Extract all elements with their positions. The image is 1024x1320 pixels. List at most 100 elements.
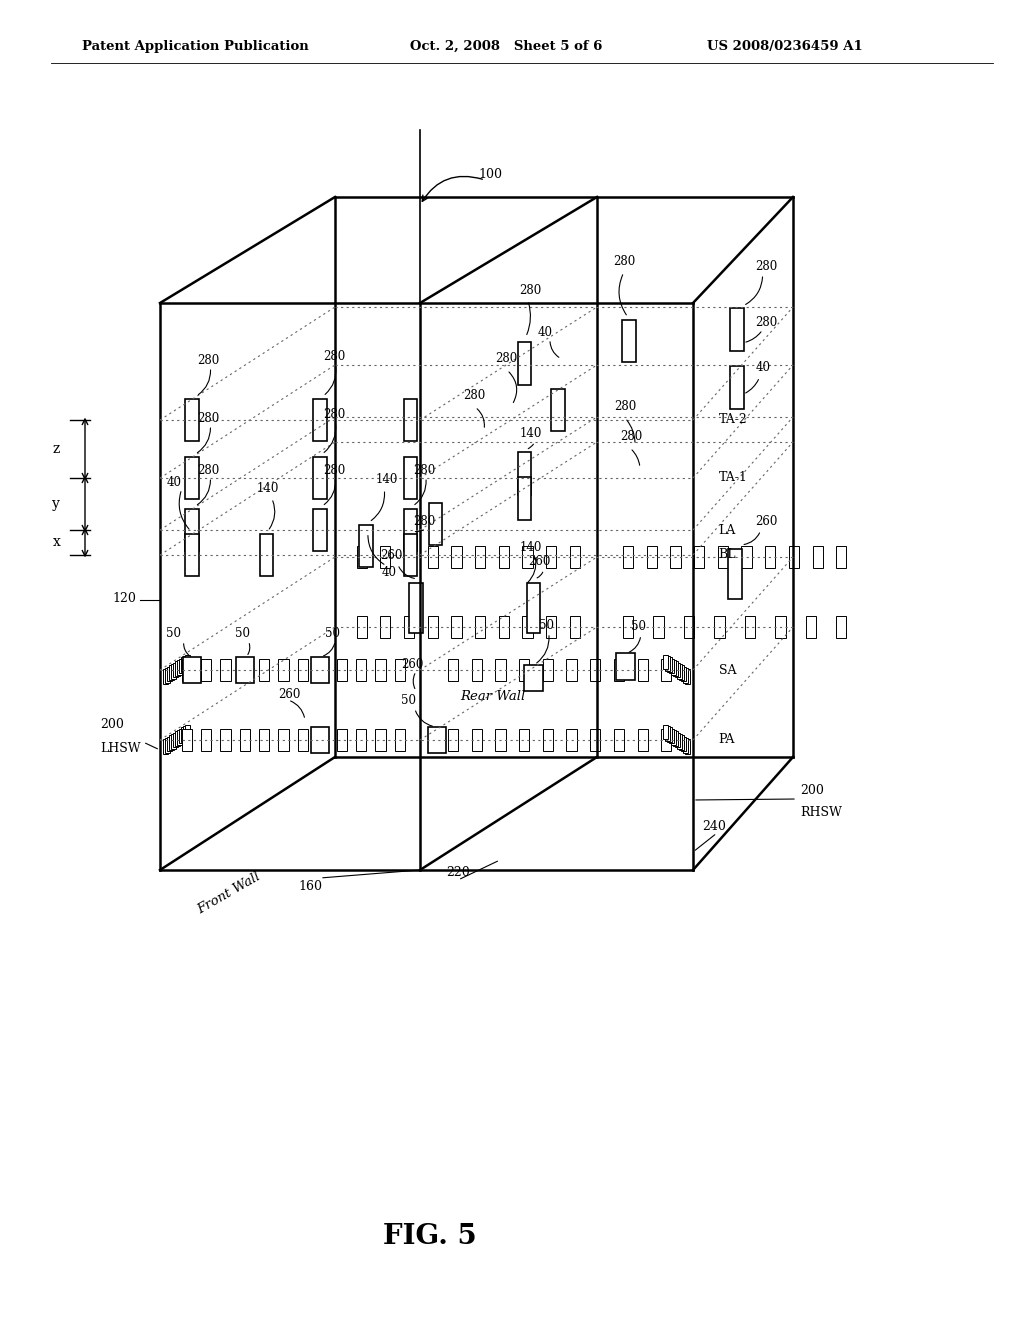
FancyBboxPatch shape <box>566 660 577 681</box>
Text: 280: 280 <box>414 516 436 528</box>
FancyBboxPatch shape <box>185 725 190 739</box>
FancyBboxPatch shape <box>359 525 373 568</box>
Text: 280: 280 <box>519 284 542 297</box>
FancyBboxPatch shape <box>671 730 676 744</box>
FancyBboxPatch shape <box>220 660 230 681</box>
FancyBboxPatch shape <box>730 309 743 351</box>
FancyBboxPatch shape <box>667 727 672 742</box>
Text: 40: 40 <box>381 566 396 579</box>
FancyBboxPatch shape <box>566 730 577 751</box>
FancyBboxPatch shape <box>472 660 482 681</box>
FancyBboxPatch shape <box>638 730 648 751</box>
FancyBboxPatch shape <box>730 367 743 409</box>
FancyBboxPatch shape <box>653 616 664 638</box>
FancyBboxPatch shape <box>179 729 184 743</box>
FancyBboxPatch shape <box>169 735 174 750</box>
FancyBboxPatch shape <box>356 616 367 638</box>
FancyBboxPatch shape <box>543 660 553 681</box>
FancyBboxPatch shape <box>683 738 688 752</box>
FancyBboxPatch shape <box>518 453 531 495</box>
FancyBboxPatch shape <box>173 663 178 677</box>
FancyBboxPatch shape <box>376 730 386 751</box>
FancyBboxPatch shape <box>665 656 670 671</box>
Text: 200: 200 <box>800 784 824 796</box>
Text: Oct. 2, 2008   Sheet 5 of 6: Oct. 2, 2008 Sheet 5 of 6 <box>410 40 602 53</box>
FancyBboxPatch shape <box>181 727 186 742</box>
Text: Rear Wall: Rear Wall <box>460 690 525 704</box>
FancyBboxPatch shape <box>667 657 672 672</box>
Text: 140: 140 <box>256 483 279 495</box>
FancyBboxPatch shape <box>163 739 168 754</box>
FancyBboxPatch shape <box>182 657 201 684</box>
FancyBboxPatch shape <box>519 730 529 751</box>
Text: 260: 260 <box>380 549 402 561</box>
FancyBboxPatch shape <box>201 660 211 681</box>
Text: LA: LA <box>719 524 736 536</box>
FancyBboxPatch shape <box>356 546 367 568</box>
FancyBboxPatch shape <box>167 667 172 681</box>
Text: 280: 280 <box>323 408 345 421</box>
FancyBboxPatch shape <box>259 660 269 681</box>
FancyBboxPatch shape <box>475 546 485 568</box>
FancyBboxPatch shape <box>380 546 390 568</box>
Text: LHSW: LHSW <box>100 742 140 755</box>
FancyBboxPatch shape <box>522 616 532 638</box>
FancyBboxPatch shape <box>543 730 553 751</box>
FancyBboxPatch shape <box>171 734 176 748</box>
Text: 260: 260 <box>278 689 300 701</box>
Text: SA: SA <box>719 664 736 676</box>
FancyBboxPatch shape <box>403 616 414 638</box>
Text: BL: BL <box>719 549 736 561</box>
FancyBboxPatch shape <box>765 546 775 568</box>
FancyBboxPatch shape <box>663 725 668 739</box>
FancyBboxPatch shape <box>240 730 250 751</box>
FancyBboxPatch shape <box>496 660 506 681</box>
FancyBboxPatch shape <box>472 730 482 751</box>
FancyBboxPatch shape <box>718 546 728 568</box>
FancyBboxPatch shape <box>220 730 230 751</box>
FancyBboxPatch shape <box>175 731 180 746</box>
FancyBboxPatch shape <box>684 616 694 638</box>
FancyBboxPatch shape <box>681 737 686 751</box>
FancyBboxPatch shape <box>260 533 273 576</box>
FancyBboxPatch shape <box>663 655 668 669</box>
Text: 220: 220 <box>446 866 470 879</box>
FancyBboxPatch shape <box>403 533 417 576</box>
FancyBboxPatch shape <box>837 546 847 568</box>
FancyBboxPatch shape <box>452 616 462 638</box>
FancyBboxPatch shape <box>590 730 600 751</box>
FancyBboxPatch shape <box>310 727 329 754</box>
FancyBboxPatch shape <box>428 616 438 638</box>
Text: US 2008/0236459 A1: US 2008/0236459 A1 <box>707 40 862 53</box>
FancyBboxPatch shape <box>298 660 308 681</box>
FancyBboxPatch shape <box>181 660 191 681</box>
FancyBboxPatch shape <box>524 665 543 692</box>
FancyBboxPatch shape <box>449 730 459 751</box>
FancyBboxPatch shape <box>638 660 648 681</box>
FancyBboxPatch shape <box>788 546 799 568</box>
FancyBboxPatch shape <box>313 399 327 441</box>
FancyBboxPatch shape <box>673 661 678 676</box>
FancyBboxPatch shape <box>376 660 386 681</box>
FancyBboxPatch shape <box>683 668 688 682</box>
FancyBboxPatch shape <box>616 653 635 680</box>
Text: PA: PA <box>719 734 735 747</box>
FancyBboxPatch shape <box>185 533 199 576</box>
Text: 160: 160 <box>298 879 322 892</box>
FancyBboxPatch shape <box>185 399 199 441</box>
FancyBboxPatch shape <box>569 546 580 568</box>
FancyBboxPatch shape <box>181 657 186 672</box>
FancyBboxPatch shape <box>177 730 182 744</box>
FancyBboxPatch shape <box>499 546 509 568</box>
FancyBboxPatch shape <box>623 616 633 638</box>
FancyBboxPatch shape <box>662 660 672 681</box>
Text: 50: 50 <box>236 627 250 639</box>
FancyBboxPatch shape <box>679 665 684 680</box>
FancyBboxPatch shape <box>669 729 674 743</box>
FancyBboxPatch shape <box>552 389 565 432</box>
Text: 260: 260 <box>400 659 423 671</box>
Text: 280: 280 <box>614 400 636 413</box>
FancyBboxPatch shape <box>728 549 741 599</box>
FancyBboxPatch shape <box>744 616 755 638</box>
FancyBboxPatch shape <box>403 510 417 552</box>
